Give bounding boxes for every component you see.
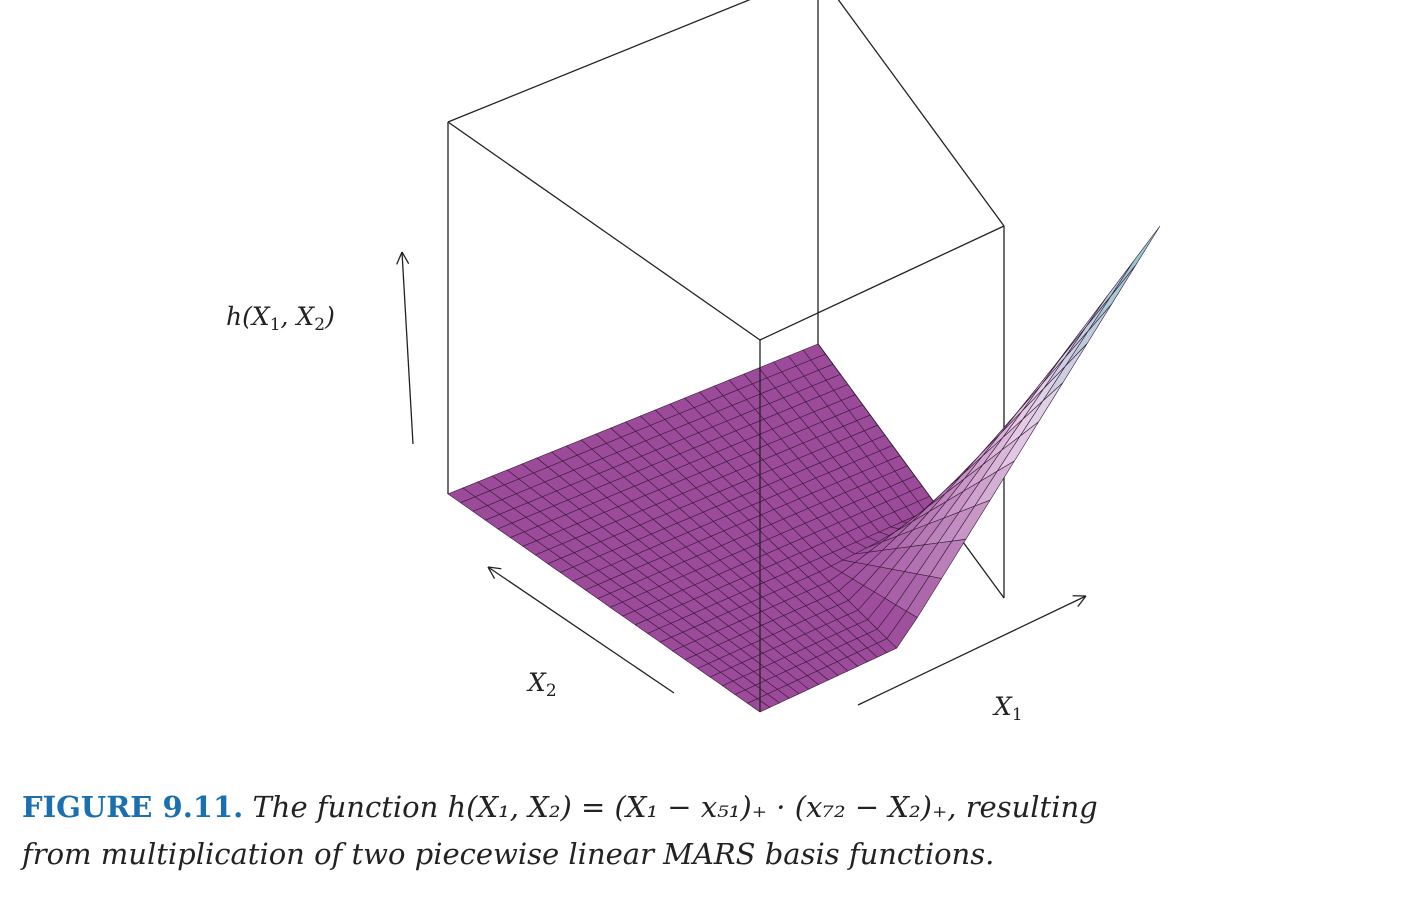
surface-facet	[746, 698, 771, 713]
z-axis-label: h(X1, X2)	[226, 302, 335, 335]
box-edge-top-back	[447, 0, 751, 123]
x1-axis-arrow	[857, 595, 1087, 706]
surface-facet	[1085, 260, 1134, 327]
z-axis-arrow-head-b	[401, 251, 410, 264]
surface-facet	[1110, 225, 1161, 297]
x2-axis-arrow-head-b	[487, 566, 502, 570]
surface-facet	[1065, 304, 1112, 367]
caption-line-1: FIGURE 9.11. The function h(X₁, X₂) = (X…	[22, 784, 1392, 831]
caption-text-1: The function h(X₁, X₂) = (X₁ − x₅₁)₊ · (…	[252, 790, 1098, 824]
box-edge-top-right	[837, 0, 1005, 227]
box-front-edges	[447, 121, 1005, 712]
z-axis-arrow-head-a	[396, 251, 403, 265]
x2-axis-arrow-head-a	[487, 566, 496, 580]
x1-axis-label: X1	[994, 692, 1023, 725]
surface-plot	[396, 0, 1161, 713]
figure-caption: FIGURE 9.11. The function h(X₁, X₂) = (X…	[22, 784, 1392, 878]
surface-facet	[1064, 295, 1112, 358]
axis-arrows	[396, 251, 1087, 706]
box-edge-top-front	[759, 225, 1005, 341]
surface-facet	[1043, 330, 1089, 389]
surface-mesh	[447, 225, 1161, 713]
figure-number: FIGURE 9.11.	[22, 790, 244, 824]
z-axis-arrow	[401, 251, 414, 445]
x2-axis-label: X2	[528, 668, 557, 701]
caption-line-2: from multiplication of two piecewise lin…	[22, 837, 995, 871]
x1-axis-arrow-head-b	[1077, 595, 1087, 607]
surface-facet	[1087, 265, 1136, 332]
x2-axis-arrow	[487, 566, 675, 694]
box-edge-top-left	[447, 121, 761, 341]
